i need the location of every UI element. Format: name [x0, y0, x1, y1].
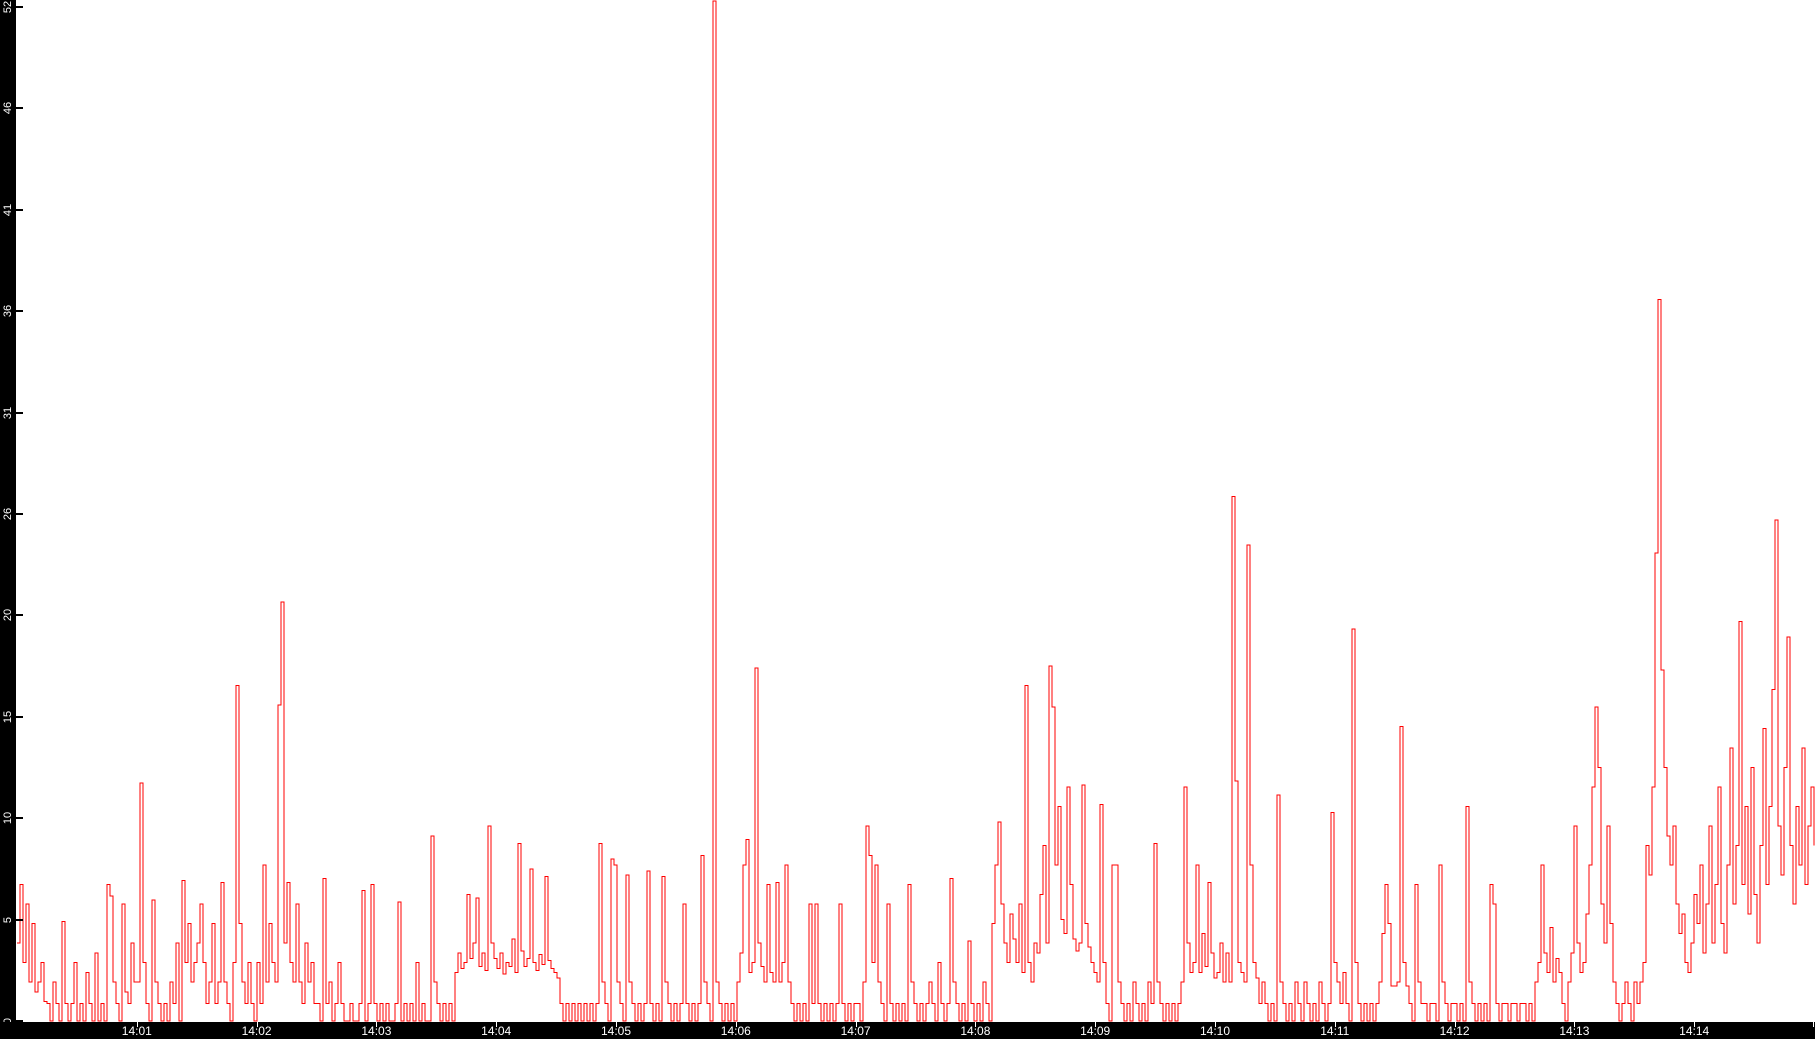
x-axis-tick-label: 14:14	[1679, 1024, 1710, 1038]
y-axis-label: 15	[2, 710, 14, 723]
y-axis-label: 41	[2, 203, 14, 216]
y-axis-label: 31	[2, 406, 14, 419]
y-axis-tick	[16, 411, 23, 414]
y-axis-tick	[16, 6, 23, 8]
x-axis-tick	[855, 1022, 857, 1027]
x-axis-tick-label: 14:12	[1439, 1024, 1470, 1038]
y-axis-tick	[16, 310, 23, 313]
x-axis-tick	[496, 1022, 498, 1027]
y-axis-label: 10	[2, 812, 14, 825]
y-axis-tick	[16, 918, 23, 921]
x-axis-tick-label: 14:01	[121, 1024, 152, 1038]
x-axis-tick-label: 14:03	[361, 1024, 392, 1038]
x-axis-tick-label: 14:02	[241, 1024, 272, 1038]
y-axis-label: 5	[2, 916, 14, 923]
x-axis-tick	[1334, 1022, 1336, 1027]
y-axis-tick	[16, 208, 23, 211]
x-axis-tick	[616, 1022, 617, 1027]
y-axis-tick	[16, 715, 23, 718]
x-axis-tick-label: 14:08	[960, 1024, 991, 1038]
y-axis-label: 36	[2, 305, 14, 318]
x-axis-tick	[735, 1022, 737, 1027]
x-axis-tick	[1454, 1022, 1456, 1027]
y-axis-tick	[16, 1020, 23, 1022]
x-axis-tick-label: 14:06	[720, 1024, 751, 1038]
x-axis-tick	[1215, 1022, 1216, 1027]
x-axis-tick	[1574, 1022, 1576, 1027]
y-axis-tick	[16, 817, 23, 820]
x-axis-tick-label: 14:07	[840, 1024, 871, 1038]
y-axis-label: 46	[2, 102, 14, 115]
y-axis-label: 52	[2, 0, 14, 14]
x-axis-tick-label: 14:05	[600, 1024, 632, 1038]
y-axis-tick	[16, 513, 23, 515]
y-axis-label: 26	[2, 507, 14, 521]
x-axis-tick-label: 14:04	[481, 1024, 512, 1038]
traffic-line-series	[17, 0, 1815, 1022]
x-axis-tick	[1694, 1022, 1696, 1027]
y-axis-tick	[16, 107, 23, 110]
x-axis-tick-label: 14:11	[1320, 1024, 1350, 1038]
x-axis-tick-label: 14:13	[1559, 1024, 1590, 1038]
x-axis-tick	[1095, 1022, 1097, 1027]
x-axis-tick	[256, 1022, 258, 1027]
x-axis-tick	[136, 1022, 138, 1027]
x-axis-tick-label: 14:09	[1080, 1024, 1111, 1038]
y-axis-label: 20	[2, 609, 14, 622]
y-axis-tick	[16, 614, 23, 617]
y-axis-bar: 52 46 41 36 31 26 20 15 10 5 0	[0, 0, 16, 1039]
x-axis-tick	[975, 1022, 977, 1027]
x-axis-bar: 14:01 14:02 14:03 14:04 14:05 14:06 14:07 14:08…	[0, 1022, 1815, 1039]
x-axis-tick	[1813, 1022, 1814, 1027]
x-axis-tick	[376, 1022, 378, 1027]
x-axis-tick-label: 14:10	[1199, 1024, 1231, 1038]
